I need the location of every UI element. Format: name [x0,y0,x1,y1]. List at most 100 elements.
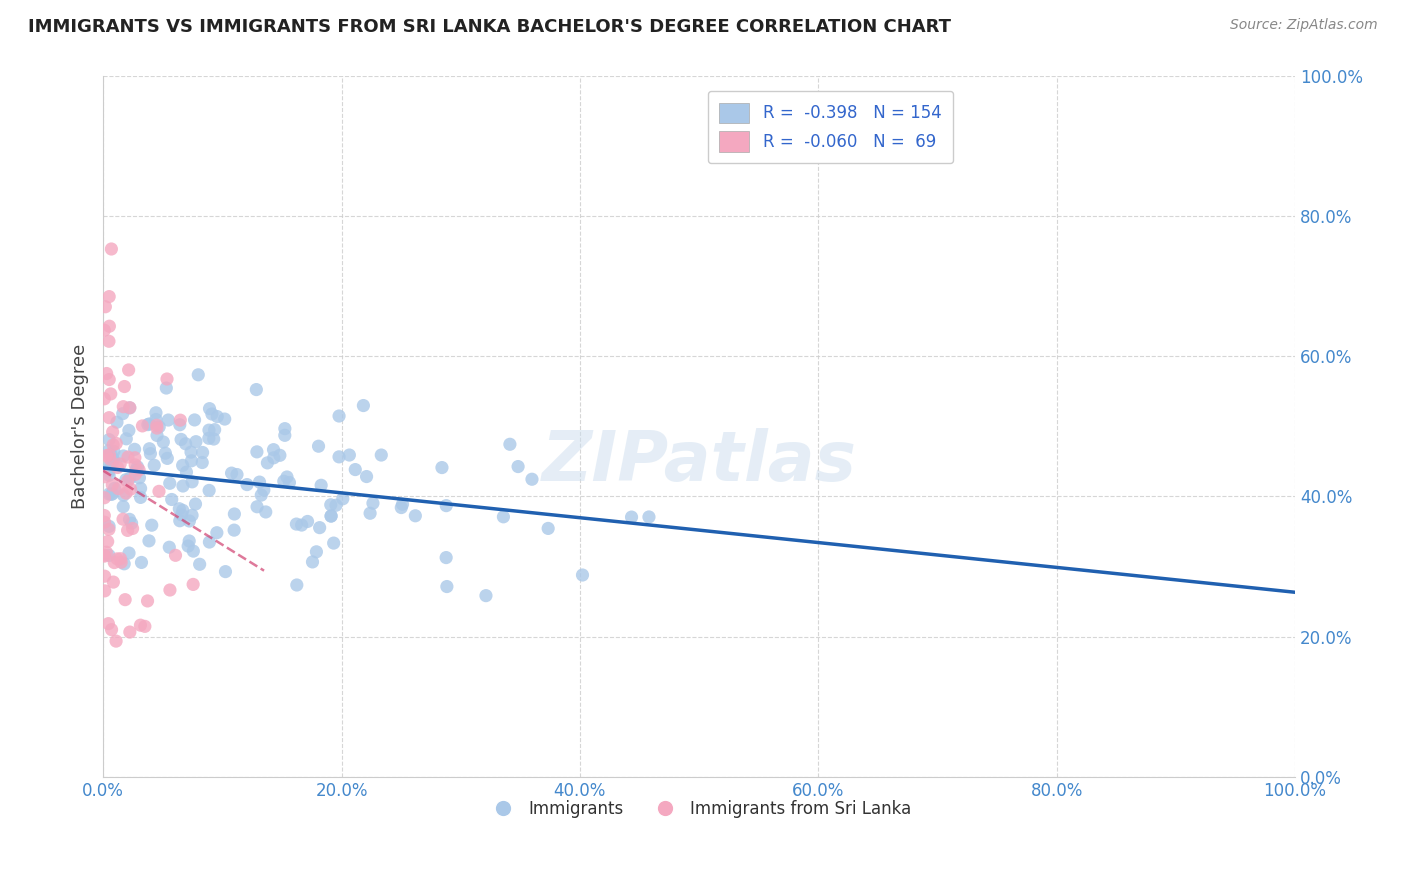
Point [156,372,179,386]
Point [105,415,128,429]
Point [159,582,181,597]
Point [125,463,148,477]
Point [115,432,138,446]
Point [145,418,167,433]
Point [285,578,308,592]
Point [94,469,117,483]
Point [108,457,131,471]
Point [114,592,136,607]
Point [136,594,159,608]
Point [278,475,301,490]
Point [319,498,342,512]
Point [183,413,205,427]
Point [273,475,295,489]
Point [98,458,121,473]
Point [117,524,139,538]
Point [103,556,125,570]
Point [434,499,457,513]
Point [112,557,135,571]
Point [115,473,138,487]
Point [117,363,139,377]
Point [356,469,378,483]
Point [214,565,236,579]
Point [97,534,120,549]
Point [352,399,374,413]
Point [391,497,413,511]
Point [434,550,457,565]
Point [224,507,246,521]
Point [121,521,143,535]
Point [172,458,194,473]
Point [169,417,191,432]
Point [170,508,193,522]
Point [110,551,132,566]
Point [114,379,136,393]
Point [100,623,122,637]
Point [148,419,170,434]
Point [328,409,350,423]
Point [256,456,278,470]
Point [93,392,115,406]
Point [201,407,224,421]
Text: Source: ZipAtlas.com: Source: ZipAtlas.com [1230,18,1378,32]
Point [344,462,367,476]
Point [93,323,115,337]
Point [146,428,169,442]
Point [145,412,167,426]
Point [537,521,560,535]
Point [198,535,221,549]
Point [97,616,120,631]
Point [138,442,160,456]
Point [115,486,138,500]
Point [145,406,167,420]
Point [337,448,360,462]
Point [322,536,344,550]
Text: IMMIGRANTS VS IMMIGRANTS FROM SRI LANKA BACHELOR'S DEGREE CORRELATION CHART: IMMIGRANTS VS IMMIGRANTS FROM SRI LANKA … [28,18,950,36]
Point [236,477,259,491]
Point [198,401,221,416]
Point [183,544,205,558]
Point [118,472,141,486]
Point [430,460,453,475]
Point [285,517,308,532]
Point [112,488,135,502]
Point [98,549,121,563]
Point [246,500,269,514]
Point [263,450,285,465]
Point [179,533,201,548]
Point [274,422,297,436]
Point [129,618,152,632]
Point [100,242,122,256]
Point [181,475,204,489]
Point [571,568,593,582]
Point [112,512,135,526]
Point [269,448,291,462]
Point [181,508,204,523]
Point [172,503,194,517]
Point [249,475,271,489]
Point [98,433,121,447]
Point [96,449,118,463]
Point [98,464,121,478]
Point [157,413,180,427]
Legend: Immigrants, Immigrants from Sri Lanka: Immigrants, Immigrants from Sri Lanka [479,793,918,824]
Point [291,518,314,533]
Point [93,491,115,505]
Point [131,418,153,433]
Point [136,417,159,432]
Point [98,319,121,334]
Point [620,510,643,524]
Point [499,437,522,451]
Point [184,497,207,511]
Point [404,508,426,523]
Point [361,496,384,510]
Point [198,431,221,445]
Point [118,546,141,560]
Point [93,508,115,523]
Point [321,508,343,523]
Point [118,512,141,526]
Point [143,458,166,473]
Point [308,521,330,535]
Point [100,447,122,461]
Point [198,423,221,437]
